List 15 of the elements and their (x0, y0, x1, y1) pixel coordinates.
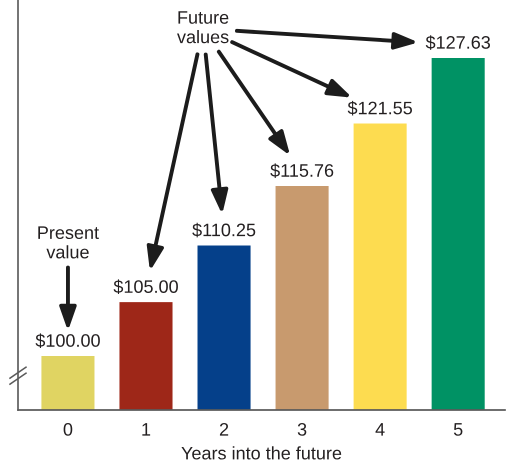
annotation: Future values (177, 11, 229, 44)
x-axis-title: Years into the future (181, 446, 342, 460)
annotation: Present value (38, 226, 99, 258)
data-label: $121.55 (348, 100, 412, 116)
x-tick-label: 3 (298, 422, 306, 436)
x-tick-label: 4 (376, 423, 385, 436)
x-tick-label: 1 (142, 423, 150, 436)
x-tick-label: 0 (64, 422, 72, 436)
x-tick-label: 2 (220, 422, 228, 436)
data-label: $115.76 (270, 163, 334, 178)
data-label: $127.63 (426, 35, 490, 50)
data-label: $110.25 (192, 222, 256, 238)
data-label: $105.00 (114, 279, 178, 294)
data-label: $100.00 (36, 333, 100, 348)
x-tick-label: 5 (454, 423, 462, 436)
